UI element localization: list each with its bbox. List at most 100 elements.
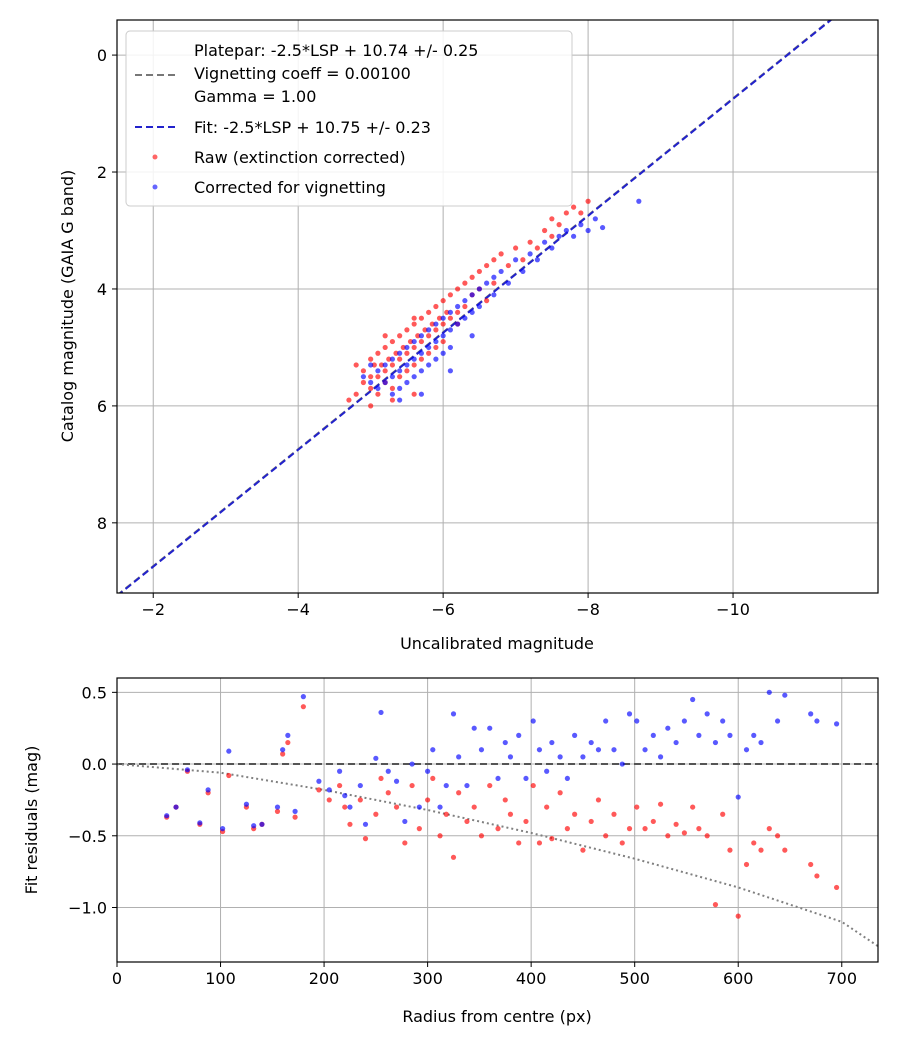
- top-corrected-point: [447, 309, 453, 315]
- calibration-plot: −2 −4 −6 −8 −10 0 2 4 6 8 Uncalibrated magnitude…: [58, 19, 879, 653]
- bottom-corrected-point: [502, 739, 508, 746]
- bottom-y-ticks: 0.5 0.0 −0.5 −1.0: [68, 683, 117, 917]
- top-corrected-point: [542, 239, 548, 245]
- bottom-corrected-point: [402, 818, 408, 825]
- fit-line: [119, 20, 833, 593]
- bottom-raw-point: [373, 811, 379, 817]
- x-tick-label: −8: [576, 600, 600, 619]
- bottom-corrected-point: [385, 768, 391, 774]
- bottom-raw-point: [347, 821, 353, 827]
- y-tick-label: 0.0: [82, 755, 107, 774]
- x-tick-label: −6: [431, 600, 455, 619]
- top-raw-point: [389, 362, 396, 368]
- top-raw-point: [404, 350, 410, 356]
- bottom-raw-point: [487, 782, 493, 789]
- top-raw-point: [542, 227, 548, 234]
- top-fit-lines: [118, 20, 833, 593]
- top-raw-point: [455, 309, 461, 315]
- bottom-raw-point: [409, 782, 415, 789]
- bottom-raw-point: [557, 790, 563, 796]
- bottom-corrected-point: [774, 718, 781, 724]
- bottom-corrected-point: [437, 804, 443, 810]
- top-corrected-point: [455, 321, 461, 327]
- top-raw-point: [382, 333, 388, 339]
- bottom-corrected-point: [650, 732, 656, 738]
- top-corrected-point: [426, 362, 432, 368]
- bottom-raw-point: [292, 814, 298, 820]
- bottom-corrected-point: [595, 747, 602, 753]
- top-raw-point: [397, 356, 403, 362]
- bottom-corrected-point: [580, 754, 586, 760]
- top-raw-point: [440, 321, 446, 327]
- bottom-corrected-point: [342, 793, 348, 799]
- legend-corrected-swatch: [152, 184, 158, 190]
- top-corrected-point: [397, 385, 403, 391]
- bottom-raw-point: [642, 826, 648, 832]
- top-raw-point: [563, 210, 569, 216]
- x-tick-label: −10: [716, 600, 750, 619]
- top-x-ticks: −2 −4 −6 −8 −10: [141, 593, 750, 619]
- bottom-raw-point: [743, 861, 750, 868]
- bottom-raw-point: [588, 818, 594, 825]
- top-corrected-point: [426, 344, 432, 351]
- bottom-corrected-point: [425, 768, 431, 774]
- bottom-corrected-point: [530, 718, 536, 724]
- bottom-raw-point: [450, 854, 457, 860]
- bottom-raw-point: [536, 840, 543, 846]
- top-corrected-point: [433, 321, 439, 327]
- bottom-corrected-point: [657, 754, 664, 760]
- top-corrected-point: [440, 315, 446, 321]
- top-corrected-point: [389, 374, 396, 380]
- bottom-corrected-point: [720, 718, 726, 724]
- bottom-corrected-point: [572, 732, 578, 738]
- bottom-raw-point: [735, 913, 741, 919]
- top-raw-point: [556, 222, 562, 228]
- top-raw-point: [375, 350, 381, 356]
- top-raw-point: [411, 391, 417, 397]
- bottom-corrected-point: [487, 725, 493, 731]
- top-corrected-point: [389, 391, 396, 397]
- bottom-corrected-point: [378, 709, 384, 716]
- bottom-raw-point: [758, 847, 764, 853]
- top-y-ticks: 0 2 4 6 8: [97, 46, 117, 533]
- top-raw-point: [444, 309, 450, 315]
- x-tick-label: 700: [826, 969, 857, 988]
- top-raw-point: [484, 298, 490, 304]
- bottom-raw-point: [782, 847, 788, 853]
- top-corrected-point: [491, 274, 497, 280]
- bottom-x-ticks: 0 100 200 300 400 500 600 700: [112, 962, 857, 988]
- bottom-raw-point: [416, 826, 422, 832]
- bottom-corrected-point: [681, 718, 687, 724]
- bottom-raw-point: [774, 833, 781, 839]
- top-corrected-point: [585, 227, 591, 234]
- top-corrected-point: [556, 233, 562, 239]
- top-raw-point: [505, 262, 511, 269]
- bottom-raw-point: [657, 801, 664, 807]
- top-raw-point: [534, 245, 540, 251]
- bottom-corrected-point: [549, 739, 555, 746]
- bottom-corrected-point: [205, 787, 211, 793]
- bottom-corrected-point: [516, 732, 522, 738]
- bottom-corrected-point: [362, 821, 369, 827]
- bottom-corrected-point: [443, 782, 449, 789]
- top-raw-point: [386, 356, 392, 362]
- bottom-raw-point: [478, 833, 485, 839]
- bottom-raw-point: [507, 811, 514, 817]
- bottom-corrected-point: [300, 694, 306, 700]
- top-corrected-point: [571, 233, 577, 239]
- top-raw-point: [426, 309, 432, 315]
- y-tick-label: −0.5: [68, 827, 107, 846]
- top-y-axis-label: Catalog magnitude (GAIA G band): [58, 170, 77, 442]
- top-raw-point: [393, 350, 399, 356]
- top-corrected-point: [563, 227, 569, 234]
- top-raw-point: [382, 344, 388, 351]
- bottom-corrected-point: [603, 718, 609, 724]
- top-corrected-point: [397, 350, 403, 356]
- top-raw-point: [418, 315, 424, 321]
- top-raw-point: [440, 298, 446, 304]
- top-scatter-points: [346, 198, 642, 409]
- x-tick-label: −2: [141, 600, 165, 619]
- bottom-raw-point: [595, 797, 602, 803]
- top-raw-point: [346, 397, 352, 403]
- bottom-raw-point: [626, 826, 633, 832]
